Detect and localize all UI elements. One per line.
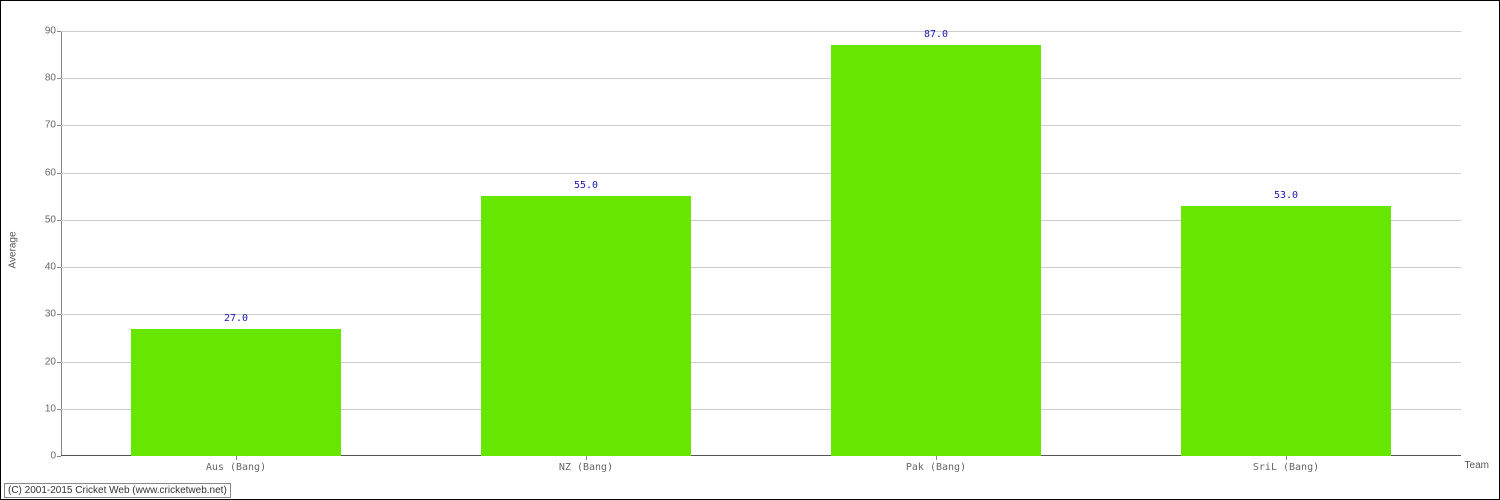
y-tick-label: 50 (31, 214, 56, 225)
y-tick-mark (57, 456, 61, 457)
y-tick-mark (57, 220, 61, 221)
x-tick-mark (936, 456, 937, 460)
bar: 87.0 (831, 45, 1041, 456)
bar-value-label: 27.0 (131, 313, 341, 324)
x-tick-mark (236, 456, 237, 460)
x-category-label: NZ (Bang) (559, 462, 613, 473)
plot-area: 010203040506070809027.0Aus (Bang)55.0NZ … (61, 31, 1461, 456)
gridline (61, 31, 1461, 32)
bar: 55.0 (481, 196, 691, 456)
y-tick-mark (57, 173, 61, 174)
gridline (61, 125, 1461, 126)
y-tick-mark (57, 125, 61, 126)
y-tick-mark (57, 267, 61, 268)
x-axis-title: Team (1465, 460, 1489, 471)
x-tick-mark (586, 456, 587, 460)
y-tick-label: 90 (31, 26, 56, 37)
y-tick-label: 80 (31, 73, 56, 84)
x-category-label: Pak (Bang) (906, 462, 966, 473)
y-tick-label: 40 (31, 262, 56, 273)
bar-value-label: 87.0 (831, 29, 1041, 40)
x-category-label: Aus (Bang) (206, 462, 266, 473)
y-tick-mark (57, 314, 61, 315)
chart-container: Average 010203040506070809027.0Aus (Bang… (0, 0, 1500, 500)
bar-value-label: 53.0 (1181, 190, 1391, 201)
bar-value-label: 55.0 (481, 180, 691, 191)
gridline (61, 173, 1461, 174)
gridline (61, 78, 1461, 79)
y-axis-line (61, 31, 62, 456)
y-tick-mark (57, 78, 61, 79)
y-tick-label: 10 (31, 403, 56, 414)
y-tick-mark (57, 31, 61, 32)
y-axis-title: Average (8, 231, 19, 268)
y-tick-label: 20 (31, 356, 56, 367)
y-tick-label: 60 (31, 167, 56, 178)
copyright-label: (C) 2001-2015 Cricket Web (www.cricketwe… (4, 483, 231, 498)
x-tick-mark (1286, 456, 1287, 460)
bar: 53.0 (1181, 206, 1391, 456)
y-tick-label: 30 (31, 309, 56, 320)
bar: 27.0 (131, 329, 341, 457)
x-category-label: SriL (Bang) (1253, 462, 1319, 473)
y-tick-mark (57, 409, 61, 410)
y-tick-mark (57, 362, 61, 363)
y-tick-label: 70 (31, 120, 56, 131)
y-tick-label: 0 (31, 451, 56, 462)
